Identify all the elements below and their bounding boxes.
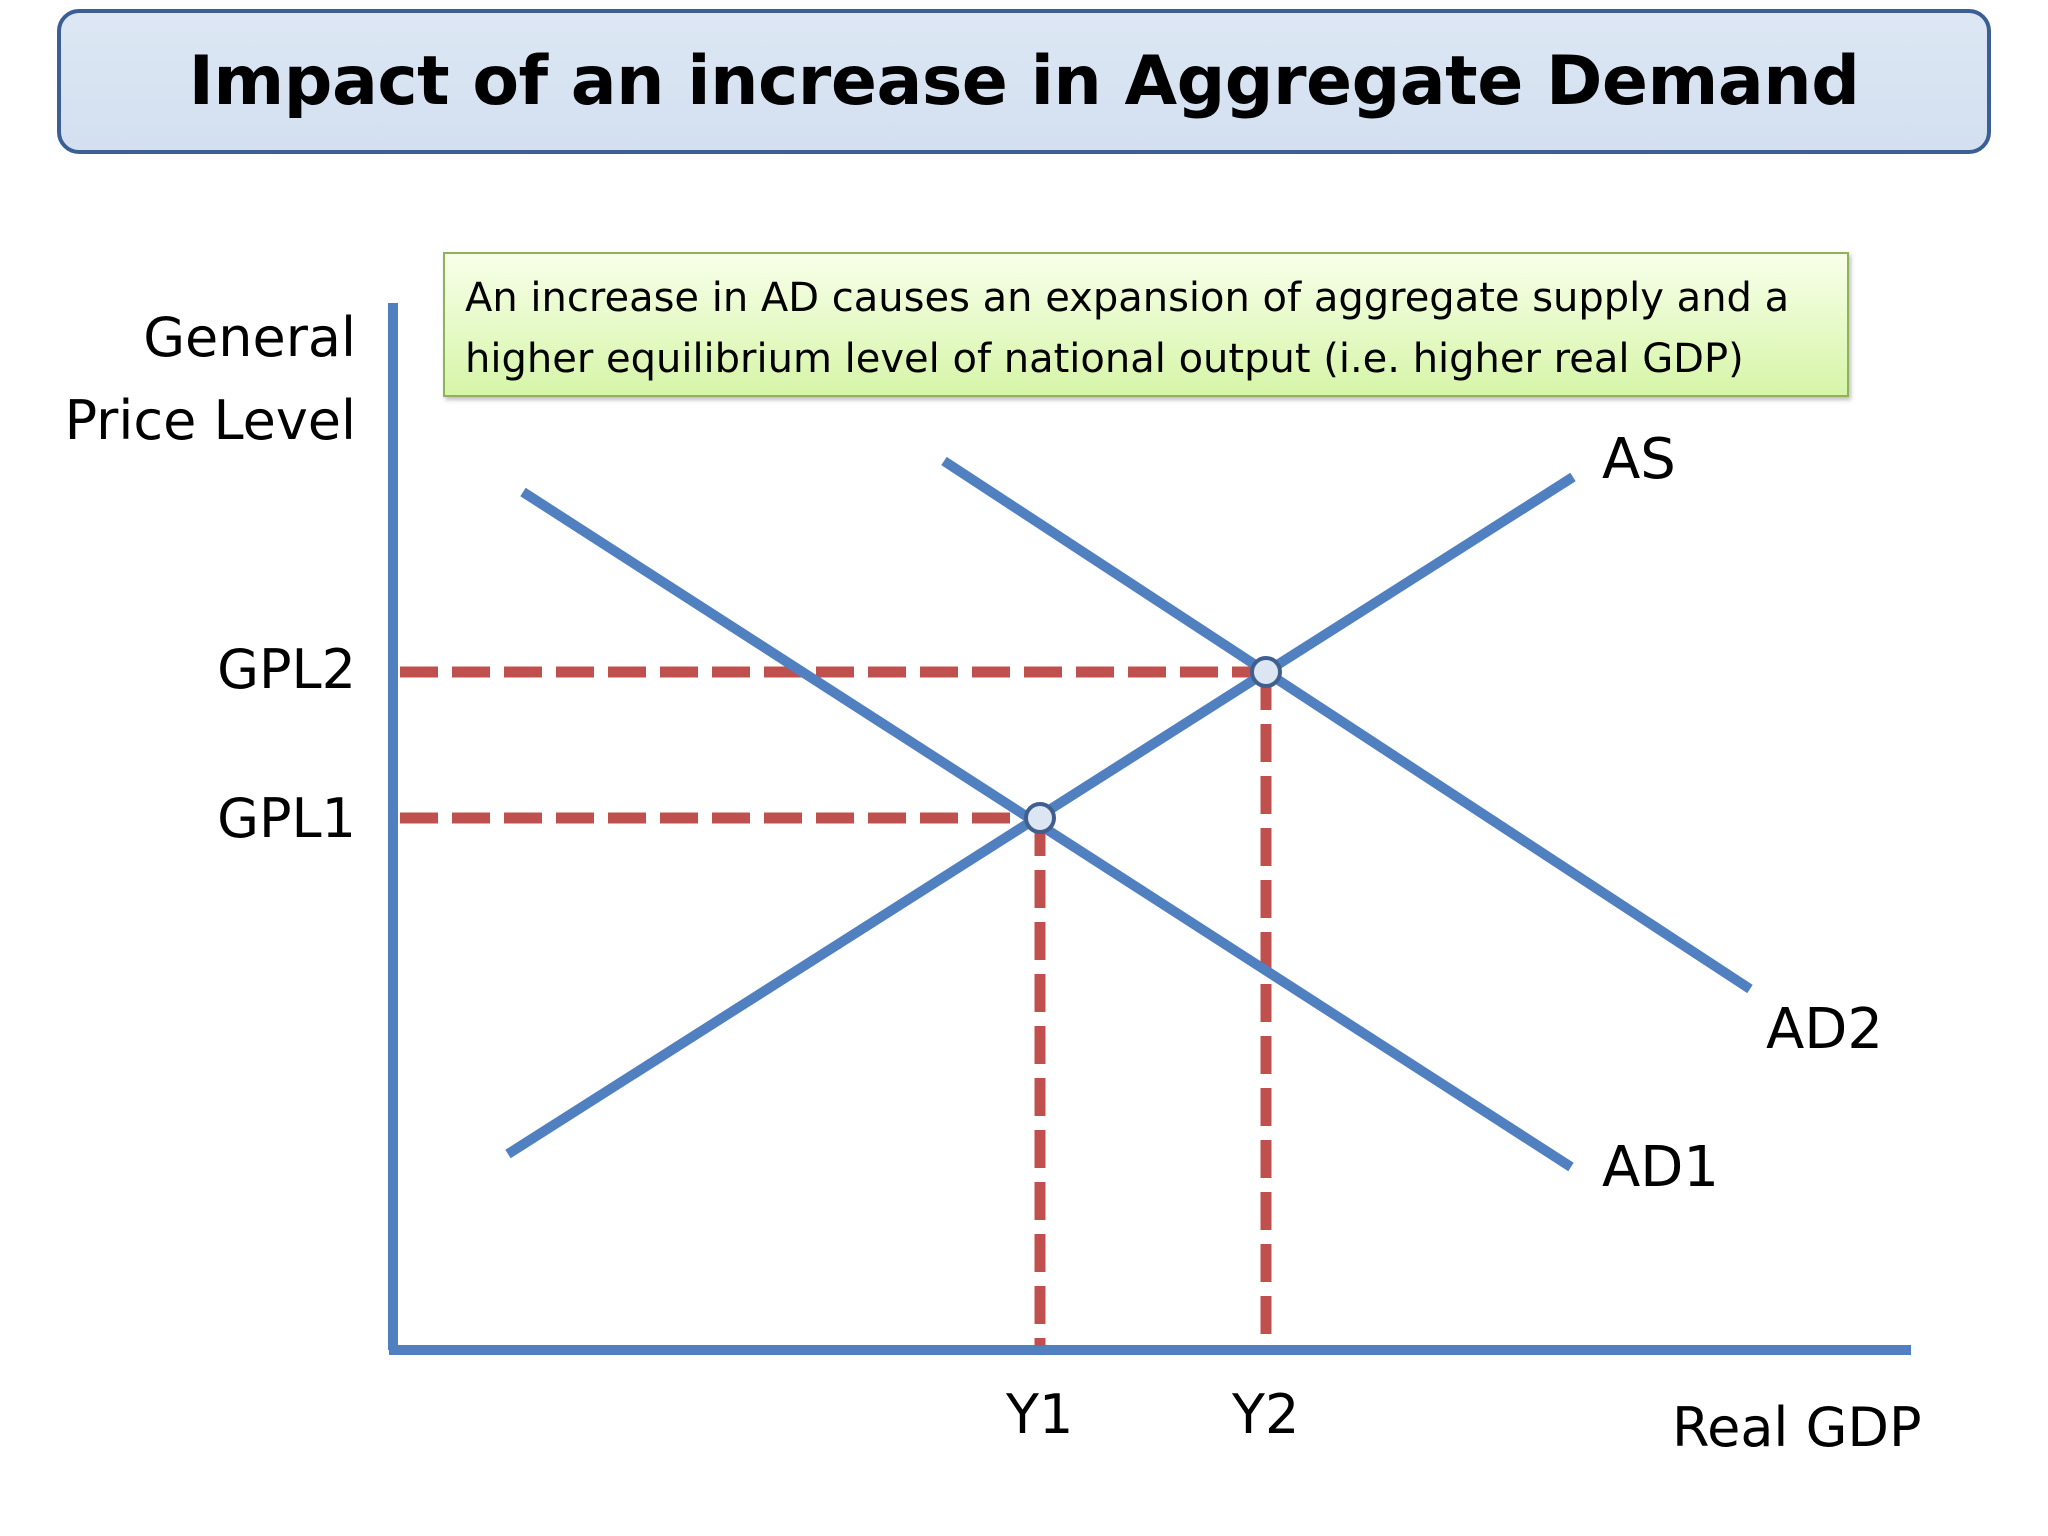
label-as: AS — [1602, 427, 1676, 492]
equilibrium-point-2 — [1250, 656, 1282, 688]
y-tick-gpl2: GPL2 — [217, 638, 356, 701]
y-axis-label-line-2: Price Level — [64, 389, 356, 452]
ad2-curve — [941, 456, 1753, 994]
y-axis-label-line-1: General — [143, 306, 356, 369]
page-title: Impact of an increase in Aggregate Deman… — [188, 42, 1860, 121]
x-tick-y1: Y1 — [1006, 1383, 1074, 1446]
y-axis-label: General Price Level — [65, 296, 356, 462]
x-tick-y2: Y2 — [1232, 1383, 1300, 1446]
note-line-2: higher equilibrium level of national out… — [465, 336, 1744, 382]
label-ad2: AD2 — [1766, 997, 1884, 1062]
note-line-1: An increase in AD causes an expansion of… — [465, 275, 1790, 321]
x-axis-label: Real GDP — [1672, 1396, 1922, 1459]
equilibrium-point-1 — [1024, 802, 1056, 834]
label-ad1: AD1 — [1602, 1135, 1720, 1200]
title-banner: Impact of an increase in Aggregate Deman… — [57, 9, 1991, 154]
y-tick-gpl1: GPL1 — [217, 787, 356, 850]
explanation-note: An increase in AD causes an expansion of… — [443, 252, 1849, 397]
